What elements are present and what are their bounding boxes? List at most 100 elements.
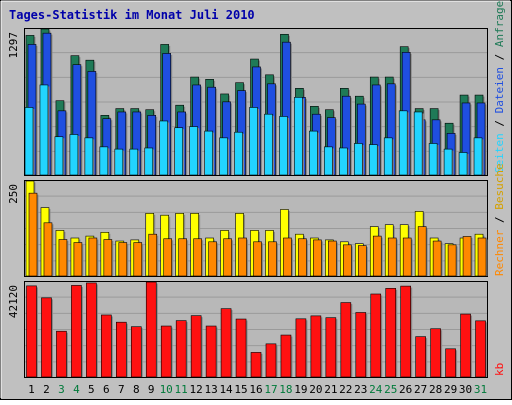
- bar-rechner: [118, 242, 128, 277]
- bar-kb: [445, 348, 456, 378]
- bar-seiten: [54, 136, 64, 176]
- x-tick-label: 31: [474, 383, 487, 396]
- bar-rechner: [193, 238, 202, 277]
- x-tick-label: 23: [354, 383, 367, 396]
- bar-seiten: [339, 147, 348, 176]
- bar-rechner: [417, 226, 427, 277]
- x-tick-label: 17: [264, 383, 277, 396]
- bar-rechner: [343, 244, 352, 277]
- legend-0: Seiten / Dateien / Anfragen: [493, 0, 506, 173]
- plot-frame-2: [24, 281, 488, 378]
- bar-rechner: [103, 239, 113, 277]
- bar-kb: [190, 315, 202, 378]
- legend-2: kb: [493, 363, 506, 376]
- ylabel-max-2: 42120: [7, 285, 20, 318]
- plot-frame-0: [24, 28, 488, 176]
- legend-separator: /: [493, 113, 506, 133]
- bar-kb: [460, 313, 471, 378]
- bar-kb: [310, 315, 322, 378]
- bar-kb: [475, 320, 486, 378]
- x-tick-label: 29: [444, 383, 457, 396]
- x-tick-label: 12: [190, 383, 203, 396]
- bar-rechner: [163, 238, 173, 277]
- legend-entry: Dateien: [493, 67, 506, 113]
- bar-seiten: [234, 131, 243, 176]
- x-tick-label: 16: [249, 383, 262, 396]
- bar-rechner: [283, 237, 292, 277]
- bar-kb: [385, 288, 397, 378]
- bar-seiten: [24, 107, 34, 176]
- bar-seiten: [324, 146, 333, 176]
- bar-seiten: [473, 137, 483, 176]
- bar-kb: [56, 330, 67, 378]
- x-tick-label: 14: [219, 383, 233, 396]
- bar-rechner: [253, 241, 262, 277]
- bar-seiten: [368, 144, 378, 176]
- bar-rechner: [357, 245, 367, 277]
- bar-seiten: [309, 130, 318, 176]
- bar-seiten: [144, 147, 154, 176]
- x-tick-label: 20: [309, 383, 322, 396]
- bar-kb: [71, 285, 82, 378]
- x-tick-label: 11: [175, 383, 188, 396]
- bar-rechner: [462, 236, 472, 277]
- bar-kb: [41, 297, 52, 378]
- bar-seiten: [264, 113, 273, 176]
- bar-kb: [116, 321, 127, 378]
- bar-seiten: [353, 143, 363, 176]
- x-tick-label: 4: [73, 383, 80, 396]
- ylabel-max-1: 250: [7, 184, 20, 204]
- bar-seiten: [219, 137, 228, 176]
- bar-seiten: [84, 137, 94, 176]
- x-tick-label: 3: [58, 383, 65, 396]
- bar-kb: [325, 317, 337, 378]
- bar-rechner: [328, 240, 337, 277]
- bar-kb: [130, 326, 142, 378]
- bar-rechner: [268, 241, 277, 277]
- bar-rechner: [208, 241, 217, 277]
- bar-kb: [430, 328, 441, 378]
- bar-kb: [205, 325, 217, 378]
- bar-kb: [160, 325, 172, 378]
- bar-kb: [250, 352, 262, 378]
- bar-rechner: [402, 237, 412, 277]
- bar-seiten: [99, 146, 109, 176]
- x-tick-label: 22: [339, 383, 352, 396]
- bar-rechner: [447, 244, 457, 277]
- bar-kb: [220, 308, 232, 378]
- bar-kb: [295, 318, 307, 378]
- bar-seiten: [279, 116, 288, 176]
- x-tick-label: 26: [399, 383, 412, 396]
- x-tick-label: 2: [43, 383, 50, 396]
- bar-kb: [355, 312, 367, 378]
- legend-entry: kb: [493, 363, 506, 376]
- bar-kb: [280, 334, 292, 378]
- bar-seiten: [69, 134, 79, 176]
- bar-kb: [400, 285, 411, 378]
- x-tick-label: 8: [133, 383, 140, 396]
- bar-kb: [86, 282, 97, 378]
- bar-kb: [265, 343, 277, 378]
- bar-rechner: [43, 222, 53, 277]
- x-tick-label: 30: [459, 383, 472, 396]
- bar-seiten: [174, 127, 183, 176]
- bar-seiten: [383, 137, 393, 176]
- bar-seiten: [428, 143, 438, 176]
- bar-seiten: [249, 107, 258, 176]
- legend-separator: /: [493, 210, 506, 230]
- bar-rechner: [387, 237, 397, 277]
- bar-rechner: [73, 242, 83, 277]
- bar-rechner: [178, 238, 187, 277]
- bar-seiten: [443, 148, 453, 176]
- bar-kb: [415, 336, 426, 378]
- x-tick-label: 18: [279, 383, 292, 396]
- x-tick-label: 5: [88, 383, 95, 396]
- x-tick-label: 1: [28, 383, 35, 396]
- bar-rechner: [148, 233, 158, 277]
- bar-kb: [26, 285, 37, 378]
- bar-rechner: [238, 237, 247, 277]
- x-tick-label: 7: [118, 383, 125, 396]
- legend-separator: /: [493, 47, 506, 67]
- x-tick-label: 28: [429, 383, 442, 396]
